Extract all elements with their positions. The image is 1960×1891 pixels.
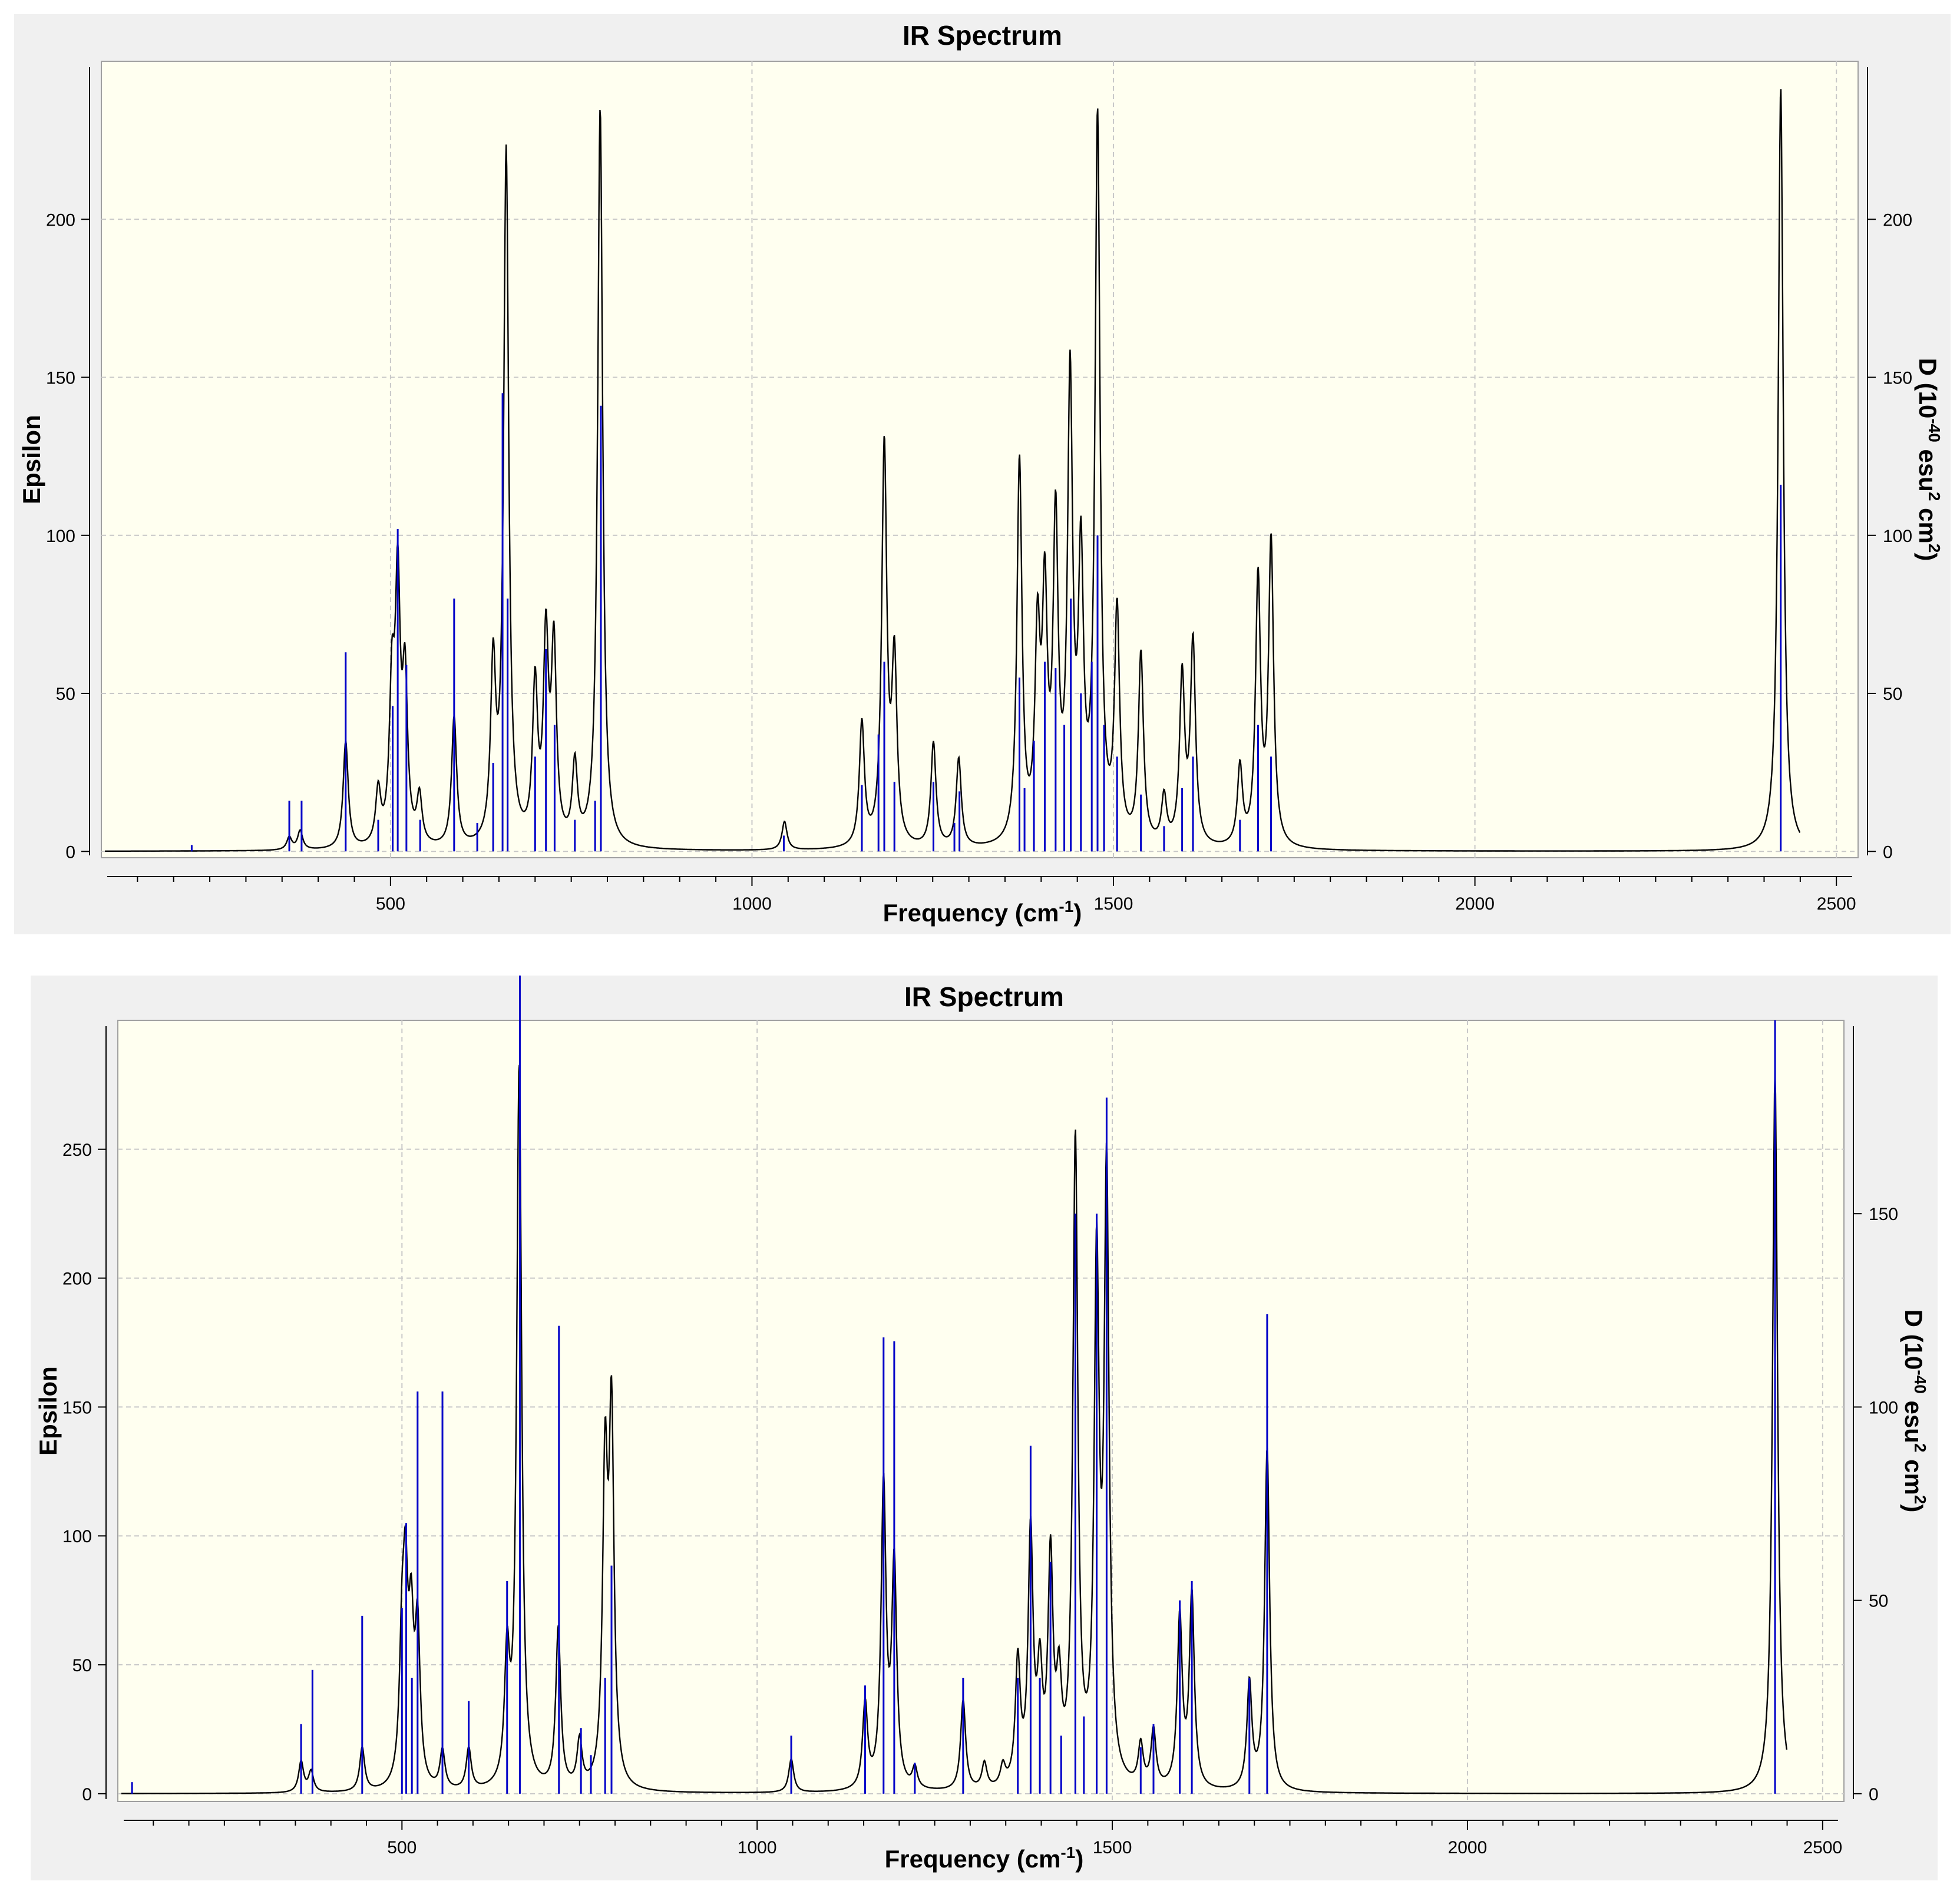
chart-2-spectrum-curve	[121, 1064, 1788, 1794]
chart-1-title: IR Spectrum	[903, 20, 1062, 51]
chart-1-y2-tick-label-0: 0	[1883, 842, 1893, 862]
chart-1-y2-tick-label-200: 200	[1883, 210, 1912, 230]
chart-2-x-tick-label-2500: 2500	[1803, 1838, 1842, 1857]
chart-2-x-tick-label-500: 500	[387, 1838, 417, 1857]
chart-1-y-tick-label-0: 0	[65, 842, 75, 862]
chart-2-y-tick-label-150: 150	[62, 1398, 92, 1417]
chart-2-x-axis-title: Frequency (cm-1)	[885, 1843, 1084, 1873]
chart-2-y-tick-label-100: 100	[62, 1527, 92, 1546]
chart-1-y2-axis-title: D (10-40 esu2 cm2)	[1914, 358, 1944, 561]
chart-1-x-tick-label-2500: 2500	[1817, 894, 1856, 914]
chart-1-spectrum-curve	[105, 89, 1801, 852]
ir-spectrum-chart-1: IR Spectrum 500 1000 1500 2000 2500 0 50 100 150 2…	[14, 14, 1951, 934]
chart-1-y-tick-label-150: 150	[46, 369, 75, 388]
chart-2-y2-tick-label-0: 0	[1869, 1785, 1879, 1804]
chart-2-x-tick-label-2000: 2000	[1448, 1838, 1488, 1857]
chart-1-x-axis-title: Frequency (cm-1)	[883, 897, 1082, 927]
chart-1-y2-tick-label-100: 100	[1883, 527, 1912, 546]
chart-1-x-tick-label-500: 500	[376, 894, 405, 914]
chart-1-y-tick-label-100: 100	[46, 527, 75, 546]
chart-2-y2-axis-title: D (10-40 esu2 cm2)	[1900, 1310, 1929, 1513]
chart-2-y2-tick-label-50: 50	[1869, 1592, 1888, 1611]
chart-1-x-tick-label-1000: 1000	[732, 894, 772, 914]
chart-2-y-tick-label-200: 200	[62, 1270, 92, 1289]
chart-2-y-tick-label-0: 0	[82, 1785, 92, 1804]
chart-1-plot-area	[101, 61, 1859, 858]
chart-1-x-tick-label-2000: 2000	[1455, 894, 1495, 914]
chart-1-y-tick-label-50: 50	[56, 685, 75, 704]
chart-1-y2-tick-label-150: 150	[1883, 369, 1912, 388]
chart-2-x-tick-label-1000: 1000	[738, 1838, 777, 1857]
chart-2-y2-tick-label-100: 100	[1869, 1398, 1898, 1417]
chart-1-y-tick-label-200: 200	[46, 210, 75, 230]
chart-2-y-tick-label-250: 250	[62, 1140, 92, 1160]
chart-2-y2-tick-label-150: 150	[1869, 1205, 1898, 1224]
chart-2-y-tick-label-50: 50	[72, 1656, 92, 1675]
chart-2-y-axis-title: Epsilon	[34, 1366, 62, 1456]
chart-1-y-axis-title: Epsilon	[18, 415, 45, 504]
chart-2-title: IR Spectrum	[904, 981, 1064, 1012]
chart-1-y2-tick-label-50: 50	[1883, 685, 1902, 704]
ir-spectrum-chart-2: IR Spectrum 500 1000 1500 2000 2500 0 50 100 150 2…	[31, 976, 1938, 1880]
chart-1-x-tick-label-1500: 1500	[1094, 894, 1133, 914]
chart-2-plot-area	[117, 1020, 1845, 1802]
chart-2-x-tick-label-1500: 1500	[1093, 1838, 1132, 1857]
